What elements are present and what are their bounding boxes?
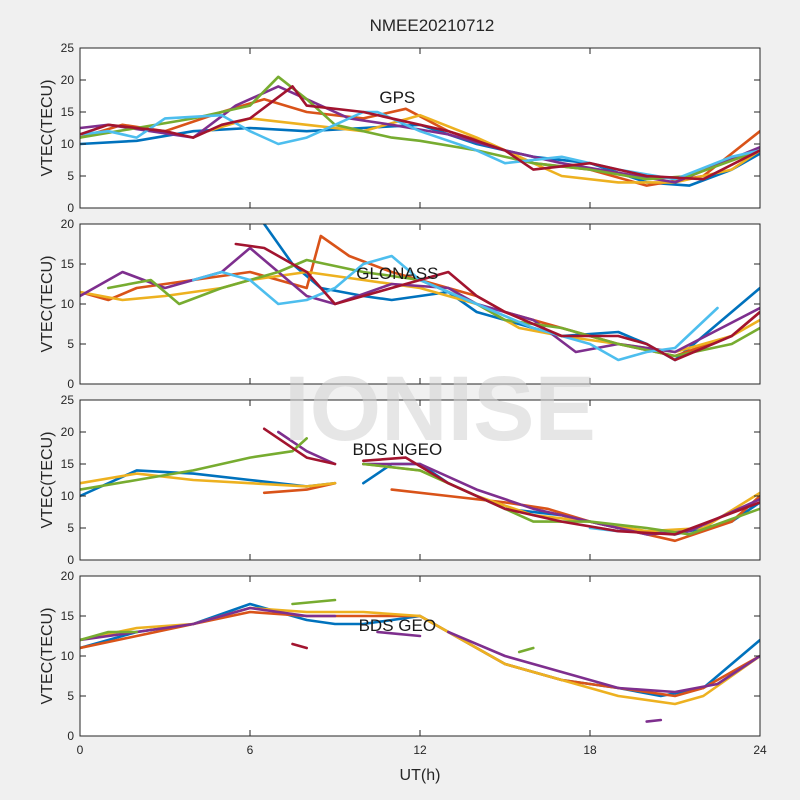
series-line-7	[645, 718, 663, 723]
series-line-7	[277, 430, 337, 466]
series-line-13	[362, 456, 760, 536]
panel-label: BDS NGEO	[352, 440, 442, 459]
y-tick-label: 0	[67, 553, 74, 567]
series-line-8	[80, 630, 138, 642]
series-line-4	[80, 606, 337, 642]
series-line-5	[107, 258, 760, 358]
y-tick-label: 5	[67, 689, 74, 703]
plot-area	[80, 576, 760, 736]
series-line-5	[376, 630, 422, 638]
series-line-6	[192, 254, 719, 362]
series-line-2	[80, 97, 760, 187]
series-group	[80, 224, 760, 362]
y-tick-label: 5	[67, 521, 74, 535]
panel-2: 0 5 10 15 20 VTEC(TECU) GLONASS	[39, 217, 761, 391]
y-tick-label: 10	[61, 297, 75, 311]
x-tick-label: 0	[77, 743, 84, 757]
panel-label: BDS GEO	[359, 616, 436, 635]
panel-1: 0 5 10 15 20 25 VTEC(TECU) GPS	[39, 41, 761, 215]
x-axis-title: UT(h)	[400, 767, 441, 784]
watermark-text: IONISE	[284, 358, 596, 460]
x-tick-label: 12	[413, 743, 427, 757]
panel-4: 0 5 10 15 20 0 6 12 18 24 VTEC(TECU) BDS GEO	[39, 569, 767, 757]
y-tick-label: 20	[61, 425, 75, 439]
y-tick-label: 10	[61, 137, 75, 151]
series-line-11	[291, 642, 308, 650]
y-tick-label: 15	[61, 257, 75, 271]
y-axis-title: VTEC(TECU)	[39, 256, 56, 353]
figure-title: NMEE20210712	[370, 16, 495, 35]
series-group	[80, 598, 760, 723]
y-tick-label: 0	[67, 201, 74, 215]
series-line-7	[234, 242, 760, 362]
series-line-9	[291, 598, 337, 606]
y-tick-label: 0	[67, 729, 74, 743]
x-tick-label: 18	[583, 743, 597, 757]
series-line-4	[80, 246, 760, 354]
x-tick-label: 24	[753, 743, 767, 757]
series-line-12	[262, 427, 337, 466]
y-tick-label: 15	[61, 457, 75, 471]
panel-3: 0 5 10 15 20 25 VTEC(TECU) BDS NGEO	[39, 393, 761, 567]
series-line-5	[80, 472, 337, 488]
series-line-7	[80, 85, 760, 181]
y-tick-label: 20	[61, 569, 75, 583]
y-tick-label: 20	[61, 217, 75, 231]
y-tick-label: 15	[61, 609, 75, 623]
y-tick-label: 10	[61, 649, 75, 663]
series-line-5	[80, 75, 760, 181]
y-tick-label: 25	[61, 41, 75, 55]
y-tick-label: 5	[67, 169, 74, 183]
y-tick-label: 25	[61, 393, 75, 407]
y-axis-title: VTEC(TECU)	[39, 80, 56, 177]
panel-label: GPS	[379, 88, 415, 107]
panel-label: GLONASS	[356, 264, 438, 283]
x-tick-label: 6	[247, 743, 254, 757]
series-group	[80, 75, 760, 187]
plot-area	[80, 224, 760, 384]
y-tick-label: 20	[61, 73, 75, 87]
panels: 0 5 10 15 20 25 VTEC(TECU) GPS 0 5 10 15 20 VTEC(TECU…	[39, 41, 767, 757]
series-line-6	[447, 630, 760, 694]
series-line-10	[517, 646, 535, 654]
y-axis-title: VTEC(TECU)	[39, 608, 56, 705]
y-tick-label: 0	[67, 377, 74, 391]
y-tick-label: 10	[61, 489, 75, 503]
series-group	[80, 427, 760, 543]
y-tick-label: 15	[61, 105, 75, 119]
y-tick-label: 5	[67, 337, 74, 351]
y-axis-title: VTEC(TECU)	[39, 432, 56, 529]
